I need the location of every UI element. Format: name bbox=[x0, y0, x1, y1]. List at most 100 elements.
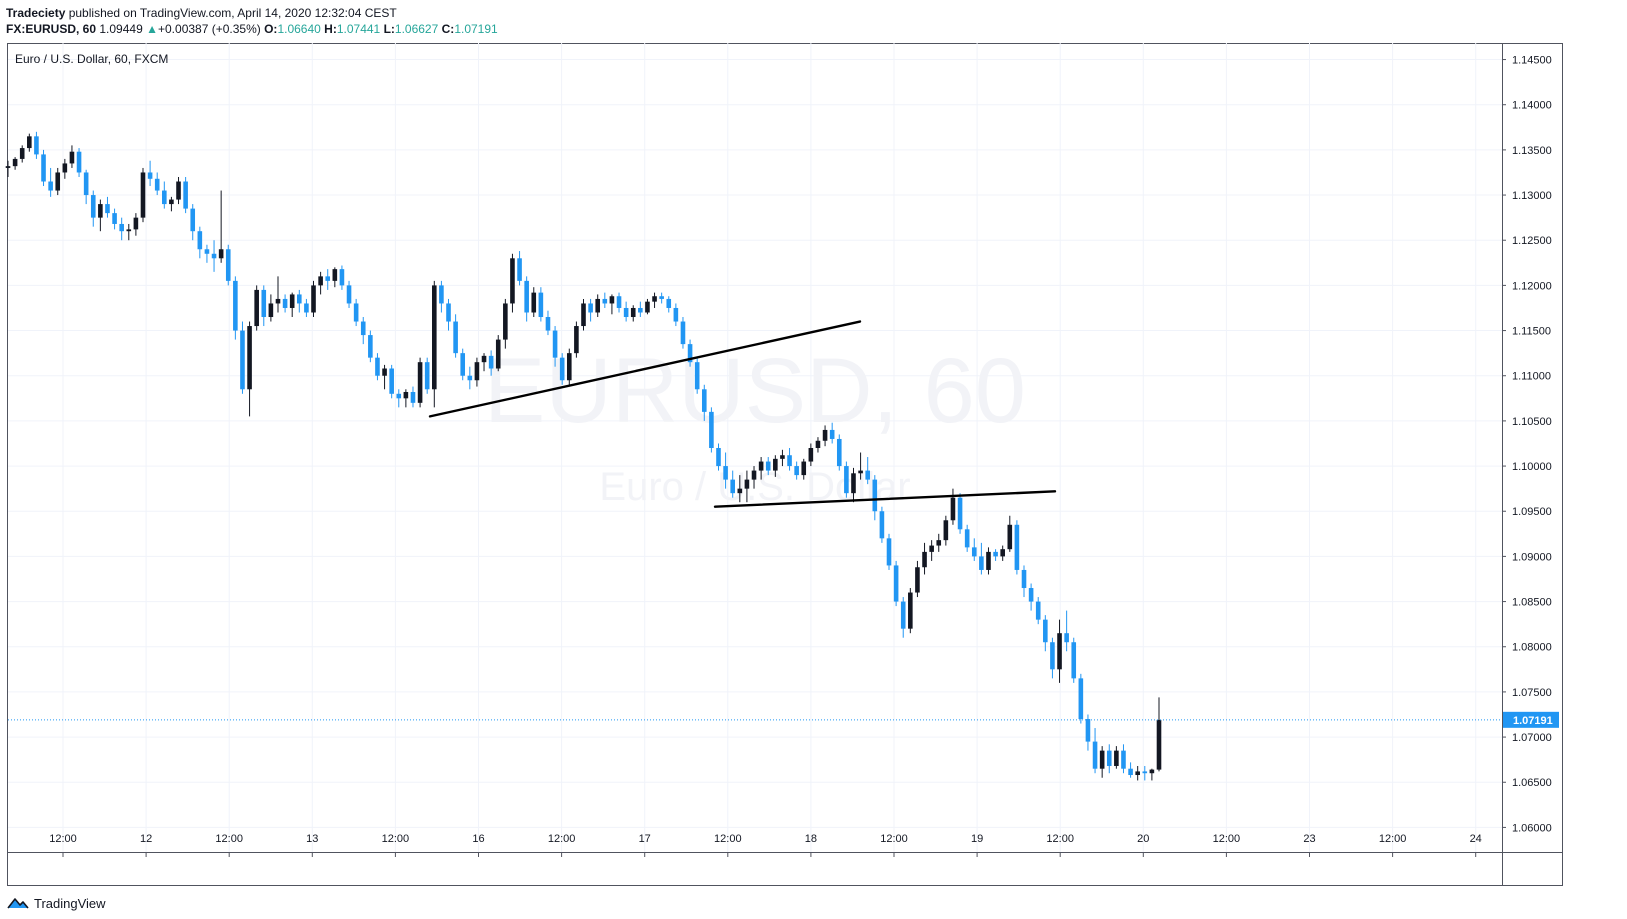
candle bbox=[844, 461, 849, 498]
candle bbox=[225, 244, 231, 286]
candle bbox=[346, 280, 352, 308]
time-tick-label: 23 bbox=[1303, 833, 1315, 845]
candle-body bbox=[261, 289, 267, 318]
candle-body bbox=[602, 298, 608, 304]
candle-body bbox=[1035, 601, 1041, 620]
candle-body bbox=[730, 479, 736, 494]
price-axis[interactable]: 1.14500 1.14000 1.13500 1.13000 1.12500 1.120… bbox=[1502, 55, 1552, 835]
last-price-tag: 1.07191 bbox=[1503, 711, 1559, 728]
candle-body bbox=[765, 461, 771, 471]
candle bbox=[1021, 565, 1027, 598]
candle bbox=[510, 253, 515, 313]
time-axis[interactable]: 12:00 12 12:00 13 12:00 16 12:00 17 12:00 18 12:00… bbox=[49, 833, 1482, 857]
time-tick-label: 20 bbox=[1137, 833, 1149, 845]
candle-body bbox=[851, 473, 856, 494]
candle-body bbox=[872, 479, 878, 512]
candle-body bbox=[758, 461, 764, 471]
tradingview-brand[interactable]: TradingView bbox=[6, 893, 106, 913]
candle bbox=[332, 267, 338, 288]
candle-body bbox=[943, 520, 949, 541]
candle-body bbox=[1085, 719, 1091, 742]
time-tick-label: 19 bbox=[971, 833, 983, 845]
candle bbox=[382, 364, 387, 390]
candle-body bbox=[1135, 771, 1140, 776]
close-value: 1.07191 bbox=[454, 22, 498, 36]
last-price-label: 1.07191 bbox=[1513, 715, 1553, 727]
chart-frame bbox=[7, 43, 1563, 886]
candle bbox=[5, 160, 11, 177]
candle-body bbox=[865, 470, 870, 480]
candle bbox=[1135, 765, 1140, 781]
candle-body bbox=[1106, 750, 1112, 766]
candle-body bbox=[1071, 642, 1077, 679]
candle-body bbox=[332, 269, 338, 281]
candle-body bbox=[304, 303, 309, 313]
time-tick-label: 12:00 bbox=[1213, 833, 1241, 845]
candle bbox=[503, 298, 508, 349]
candle bbox=[261, 285, 267, 327]
candle-body bbox=[829, 429, 835, 439]
candle bbox=[1007, 515, 1013, 552]
candle-body bbox=[652, 296, 657, 302]
candle-body bbox=[1043, 619, 1048, 643]
candle bbox=[531, 287, 537, 318]
candle bbox=[325, 269, 331, 290]
candle bbox=[673, 303, 679, 327]
candle-body bbox=[481, 355, 487, 363]
candle bbox=[211, 240, 217, 272]
candle bbox=[538, 287, 544, 322]
candle bbox=[865, 457, 870, 485]
candle bbox=[773, 455, 778, 477]
candle-body bbox=[574, 326, 579, 354]
pane-legend: Euro / U.S. Dollar, 60, FXCM bbox=[15, 52, 168, 66]
time-tick-label: 12:00 bbox=[382, 833, 410, 845]
candle bbox=[602, 292, 608, 308]
candle-body bbox=[815, 440, 821, 448]
candle-body bbox=[893, 565, 899, 602]
candle-body bbox=[460, 353, 466, 376]
candle-body bbox=[375, 357, 380, 376]
candle bbox=[190, 204, 196, 241]
candle bbox=[446, 298, 451, 331]
candle bbox=[254, 285, 259, 331]
candle bbox=[424, 357, 430, 394]
brand-name: TradingView bbox=[34, 895, 106, 911]
candle bbox=[1043, 615, 1048, 652]
candle-body bbox=[1078, 678, 1084, 720]
candle-body bbox=[922, 551, 927, 568]
candle-body bbox=[971, 547, 977, 557]
candle bbox=[105, 196, 110, 218]
candle-body bbox=[396, 393, 402, 399]
candle-body bbox=[19, 148, 25, 159]
symbol-watermark: EURUSD, 60 Euro / U.S. Dollar bbox=[484, 340, 1026, 509]
candle bbox=[659, 292, 664, 304]
low-label: L: bbox=[383, 22, 395, 36]
candle-body bbox=[474, 362, 480, 381]
candle bbox=[1057, 619, 1062, 683]
candle-body bbox=[531, 292, 537, 313]
candle-body bbox=[623, 307, 629, 318]
time-tick-label: 18 bbox=[805, 833, 817, 845]
candle-body bbox=[446, 303, 451, 322]
candle bbox=[488, 350, 494, 376]
candle bbox=[801, 458, 807, 480]
candle bbox=[176, 176, 181, 205]
author-name[interactable]: Tradeciety bbox=[6, 6, 66, 20]
candle-body bbox=[311, 285, 316, 313]
candle bbox=[311, 280, 316, 318]
candle-body bbox=[517, 258, 522, 281]
candle-body bbox=[169, 199, 174, 205]
candle bbox=[1078, 673, 1084, 724]
candle bbox=[758, 457, 764, 480]
price-tick-label: 1.10500 bbox=[1512, 416, 1552, 428]
candle bbox=[595, 294, 601, 318]
candle bbox=[630, 305, 636, 322]
trendlines[interactable] bbox=[428, 320, 1057, 508]
candle-body bbox=[1000, 549, 1005, 557]
candle bbox=[971, 538, 977, 561]
candle bbox=[993, 549, 998, 561]
candle-body bbox=[716, 448, 721, 467]
candle bbox=[360, 317, 366, 345]
candle bbox=[297, 289, 302, 313]
